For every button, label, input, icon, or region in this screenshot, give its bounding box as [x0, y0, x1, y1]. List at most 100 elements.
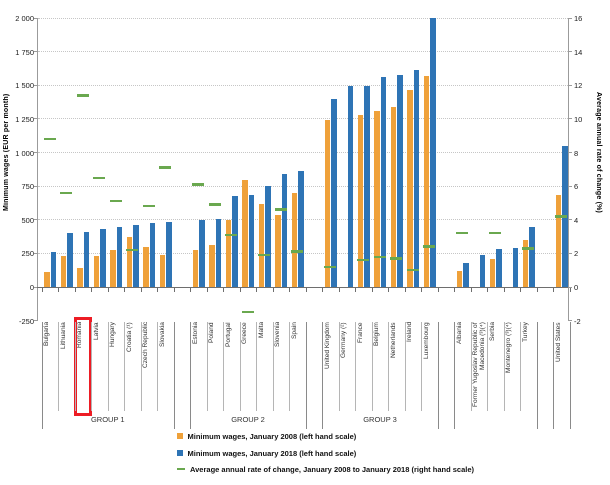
bar-2008-lithuania — [60, 255, 66, 287]
left-tick-mark — [34, 286, 37, 288]
bar-2018-montenegro — [512, 248, 518, 287]
rate-dash-lithuania — [60, 191, 72, 195]
column-separator — [223, 322, 225, 411]
country-label-france: France — [356, 322, 364, 343]
rate-dash-turkey — [522, 247, 534, 250]
country-label-montenegro: Montenegro (³)(⁴) — [505, 322, 513, 373]
left-axis-line — [37, 18, 38, 321]
column-separator — [371, 322, 373, 411]
x-tick-mark — [74, 288, 76, 292]
x-tick-mark — [91, 288, 93, 292]
group-separator — [305, 322, 307, 429]
left-tick-label: 500 — [21, 215, 34, 225]
right-tick-label: 2 — [574, 249, 579, 259]
country-label-united-kingdom: United Kingdom — [323, 322, 331, 369]
group-separator — [322, 322, 324, 429]
bar-2008-bulgaria — [44, 271, 50, 287]
bar-2008-united-states — [555, 194, 561, 287]
country-label-malta: Malta — [257, 322, 265, 339]
x-tick-mark — [239, 288, 241, 292]
bar-2008-united-kingdom — [324, 119, 330, 287]
country-label-bulgaria: Bulgaria — [43, 322, 51, 347]
country-label-albania: Albania — [455, 322, 463, 344]
right-tick-label: -2 — [574, 316, 581, 326]
rate-dash-spain — [291, 250, 303, 253]
country-label-greece: Greece — [241, 322, 249, 344]
x-tick-mark — [107, 288, 109, 292]
country-label-slovenia: Slovenia — [274, 322, 282, 348]
country-label-latvia: Latvia — [92, 322, 100, 340]
country-label-estonia: Estonia — [191, 322, 199, 344]
x-tick-mark — [322, 288, 324, 292]
bar-2008-greece — [242, 180, 248, 287]
right-tick-label: 12 — [574, 81, 583, 91]
bar-2008-slovenia — [275, 214, 281, 287]
bar-2018-latvia — [100, 229, 106, 287]
rate-dash-malta — [258, 253, 270, 257]
x-tick-mark — [173, 288, 175, 292]
rate-dash-ireland — [406, 268, 419, 272]
gridline — [38, 17, 568, 19]
bar-2018-estonia — [199, 219, 205, 287]
right-tick-label: 10 — [574, 114, 583, 124]
rate-dash-latvia — [93, 176, 105, 179]
column-separator — [355, 322, 357, 411]
bar-2018-france — [364, 85, 370, 287]
country-label-poland: Poland — [208, 322, 216, 343]
bar-2008-serbia — [489, 259, 495, 287]
left-tick-mark — [34, 118, 37, 120]
left-tick-mark — [34, 51, 37, 53]
bar-2018-croatia — [133, 224, 139, 287]
gridline — [38, 51, 568, 53]
country-label-portugal: Portugal — [224, 322, 232, 347]
rate-dash-greece — [241, 311, 254, 314]
rate-dash-slovenia — [274, 208, 287, 211]
country-label-germany: Germany (²) — [340, 322, 348, 358]
x-tick-mark — [355, 288, 357, 292]
legend-item-2008: Minimum wages, January 2008 (left hand s… — [177, 430, 356, 442]
legend-label-2008: Minimum wages, January 2008 (left hand s… — [187, 431, 357, 441]
gridline — [38, 118, 568, 120]
x-tick-mark — [223, 288, 225, 292]
right-tick-label: 4 — [574, 215, 579, 225]
bar-2008-luxembourg — [423, 75, 429, 287]
zero-baseline — [37, 287, 568, 288]
right-axis-line — [568, 18, 569, 321]
group-label-3: GROUP 3 — [363, 415, 397, 424]
rate-dash-belgium — [373, 255, 386, 258]
x-tick-mark — [536, 288, 538, 292]
rate-dash-portugal — [225, 233, 237, 237]
bar-2018-turkey — [529, 227, 535, 287]
group-separator — [536, 322, 538, 429]
x-tick-mark — [371, 288, 373, 292]
x-tick-mark — [190, 288, 192, 292]
left-tick-label: 250 — [21, 249, 34, 259]
column-separator — [289, 322, 291, 411]
x-tick-mark — [305, 288, 307, 292]
right-tick-mark — [569, 185, 572, 187]
bar-2008-estonia — [192, 249, 198, 287]
bar-2018-former-yugoslav-republic-of-macedonia — [479, 254, 485, 287]
x-tick-mark — [421, 288, 423, 292]
bar-2008-czech-republic — [143, 246, 149, 287]
left-tick-mark — [34, 219, 37, 221]
x-tick-mark — [553, 288, 555, 292]
right-tick-label: 8 — [574, 148, 579, 158]
country-label-slovakia: Slovakia — [158, 322, 166, 347]
country-label-ireland: Ireland — [406, 322, 414, 343]
column-separator — [74, 322, 76, 411]
legend-item-rate: Average annual rate of change, January 2… — [177, 463, 474, 475]
left-tick-mark — [34, 185, 37, 187]
right-tick-label: 6 — [574, 182, 579, 192]
country-label-lithuania: Lithuania — [59, 322, 67, 349]
rate-dash-luxembourg — [423, 245, 435, 248]
right-tick-mark — [569, 84, 572, 86]
bar-2008-turkey — [522, 239, 528, 287]
bar-2018-spain — [298, 171, 304, 287]
legend-swatch-2018 — [177, 450, 183, 456]
left-tick-mark — [34, 252, 37, 254]
x-tick-mark — [470, 288, 472, 292]
bar-2018-slovakia — [166, 222, 172, 287]
bar-2018-poland — [215, 219, 221, 287]
